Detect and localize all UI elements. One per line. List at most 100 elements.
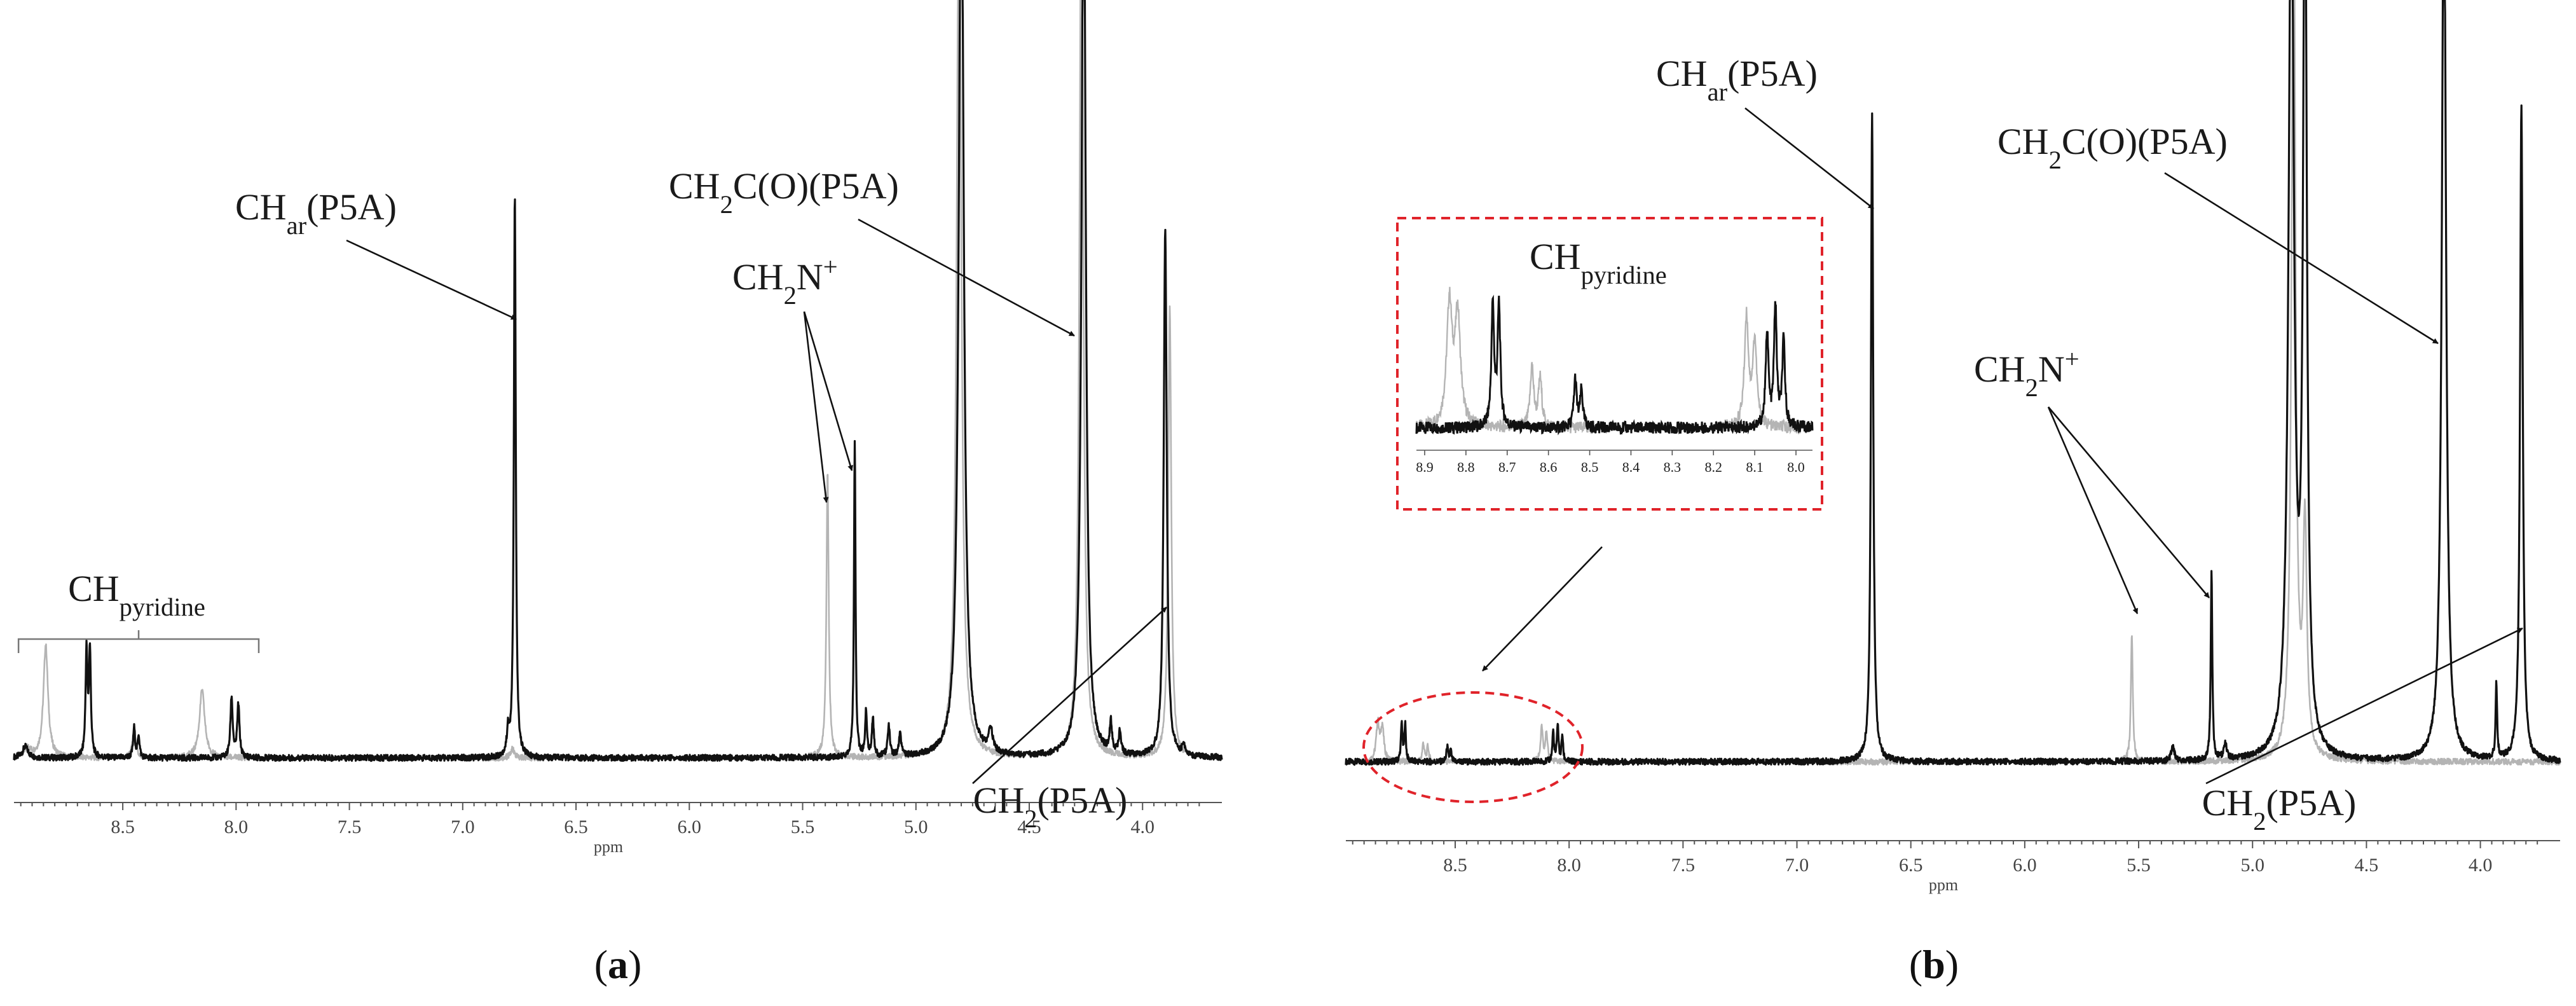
x-tick-label: 6.5	[1899, 855, 1923, 876]
inset-x-tick-label: 8.4	[1622, 459, 1640, 475]
peak-annotation-part: 2	[2253, 807, 2266, 836]
peak-annotation-part: (P5A)	[2266, 782, 2357, 823]
caption-paren: )	[628, 942, 641, 987]
pyridine-bracket	[17, 630, 260, 653]
peak-annotation-part: N	[2038, 348, 2065, 390]
x-tick-label: 8.5	[111, 817, 135, 837]
x-tick-label: 6.0	[678, 817, 702, 837]
peak-annotation: CH2N+	[1974, 345, 2079, 402]
peak-annotation-part: N	[797, 256, 823, 298]
caption-paren: (	[594, 942, 608, 987]
spectrum-panel-a: 8.5 8.0 7.5 7.0 6.5 6.0 5.5 5.0 4.5 4.0ppm(a)CHar…	[13, 0, 1223, 987]
inset-arrow	[1482, 546, 1603, 672]
x-tick-label: 8.5	[1443, 855, 1467, 876]
annotation-arrow	[2205, 627, 2523, 785]
peak-annotation-part: CH	[68, 568, 120, 609]
x-tick-label: 5.0	[2240, 855, 2264, 876]
x-tick-label: 5.5	[791, 817, 815, 837]
annotation-arrow	[346, 239, 517, 320]
peak-annotation-part: (P5A)	[1038, 780, 1128, 821]
peak-annotation: CH2(P5A)	[973, 780, 1128, 833]
peak-annotation-part: CH	[1656, 53, 1708, 94]
inset-x-tick-label: 8.5	[1581, 459, 1599, 475]
x-tick-label: 4.5	[2355, 855, 2379, 876]
x-axis-label: ppm	[594, 837, 623, 856]
peak-annotation-part: (P5A)	[1727, 53, 1818, 94]
panel-caption: (b)	[1909, 942, 1959, 987]
inset-x-tick-label: 8.7	[1498, 459, 1516, 475]
peak-annotation: CH2C(O)(P5A)	[1997, 121, 2228, 174]
caption-paren: (	[1909, 942, 1922, 987]
peak-annotation-part: C(O)(P5A)	[733, 165, 899, 207]
caption-paren: )	[1945, 942, 1959, 987]
pyridine-inset: 8.9 8.8 8.7 8.6 8.5 8.4 8.3 8.2 8.1 8.0 CHpyridine	[1396, 217, 1823, 511]
annotation-arrow	[803, 311, 829, 503]
x-tick-label: 7.5	[1671, 855, 1696, 876]
peak-annotation-part: ar	[1708, 78, 1728, 106]
caption-letter: b	[1922, 942, 1945, 987]
peak-annotation-part: 2	[784, 281, 797, 310]
spectrum-panel-b: 8.5 8.0 7.5 7.0 6.5 6.0 5.5 5.0 4.5 4.0ppm(b)CHar…	[1345, 0, 2561, 987]
x-tick-label: 4.0	[1130, 817, 1154, 837]
spectrum-trace-complex	[1345, 0, 2561, 766]
annotation-arrow	[2047, 406, 2139, 614]
inset-label-part: pyridine	[1581, 261, 1667, 289]
annotation-arrow	[803, 311, 853, 471]
peak-annotation: CH2(P5A)	[2202, 782, 2357, 836]
spectrum-trace-complex	[13, 0, 1223, 762]
x-tick-label: 6.5	[564, 817, 588, 837]
peak-annotation-part: CH	[669, 165, 720, 207]
peak-annotation-part: CH	[1997, 121, 2049, 162]
peak-annotation-part: pyridine	[120, 593, 205, 621]
inset-x-tick-label: 8.6	[1540, 459, 1558, 475]
peak-annotation-part: ar	[287, 211, 307, 240]
peak-annotation: CH2N+	[732, 252, 838, 310]
inset-frame	[1396, 217, 1823, 511]
x-tick-label: 7.5	[338, 817, 362, 837]
inset-x-tick-label: 8.1	[1746, 459, 1764, 475]
annotation-arrow	[1744, 107, 1874, 210]
x-tick-label: 6.0	[2013, 855, 2037, 876]
inset-label-part: CH	[1530, 236, 1581, 277]
x-tick-label: 7.0	[451, 817, 475, 837]
peak-annotation-part: CH	[2202, 782, 2254, 823]
inset-x-tick-label: 8.3	[1664, 459, 1682, 475]
peak-annotation-part: CH	[973, 780, 1025, 821]
peak-annotation: CHar(P5A)	[1656, 53, 1818, 106]
inset-trace-complex	[1415, 294, 1814, 436]
peak-annotation-part: CH	[1974, 348, 2025, 390]
x-axis-label: ppm	[1929, 876, 1958, 894]
inset-x-tick-label: 8.8	[1457, 459, 1475, 475]
inset-label: CHpyridine	[1530, 236, 1667, 289]
peak-annotation-part: CH	[732, 256, 784, 298]
x-tick-label: 8.0	[224, 817, 249, 837]
peak-annotation-part: +	[2065, 345, 2079, 373]
peak-annotation-part: +	[823, 252, 838, 281]
peak-annotation-part: CH	[235, 186, 287, 228]
annotation-arrow	[858, 218, 1075, 337]
spectrum-trace-reference	[13, 0, 1223, 762]
inset-x-tick-label: 8.2	[1705, 459, 1723, 475]
caption-letter: a	[608, 942, 628, 987]
x-tick-label: 8.0	[1557, 855, 1581, 876]
peak-annotation-part: C(O)(P5A)	[2062, 121, 2228, 162]
peak-annotation-part: 2	[2025, 373, 2038, 402]
x-tick-label: 5.5	[2127, 855, 2151, 876]
x-tick-label: 7.0	[1785, 855, 1809, 876]
peak-annotation-part: 2	[2049, 146, 2062, 174]
zoom-region-ellipse	[1362, 691, 1584, 803]
inset-x-tick-label: 8.0	[1787, 459, 1805, 475]
peak-annotation-part: 2	[720, 190, 733, 219]
peak-annotation-part: 2	[1024, 804, 1037, 833]
inset-x-tick-label: 8.9	[1416, 459, 1434, 475]
annotation-arrow	[972, 607, 1167, 784]
x-tick-label: 4.0	[2469, 855, 2493, 876]
x-tick-label: 4.5	[1017, 817, 1041, 837]
x-tick-label: 5.0	[904, 817, 928, 837]
annotation-arrow	[2164, 172, 2439, 345]
peak-annotation: CH2C(O)(P5A)	[669, 165, 899, 219]
peak-annotation: CHar(P5A)	[235, 186, 397, 240]
annotation-arrow	[2048, 406, 2210, 598]
panel-caption: (a)	[594, 942, 642, 987]
